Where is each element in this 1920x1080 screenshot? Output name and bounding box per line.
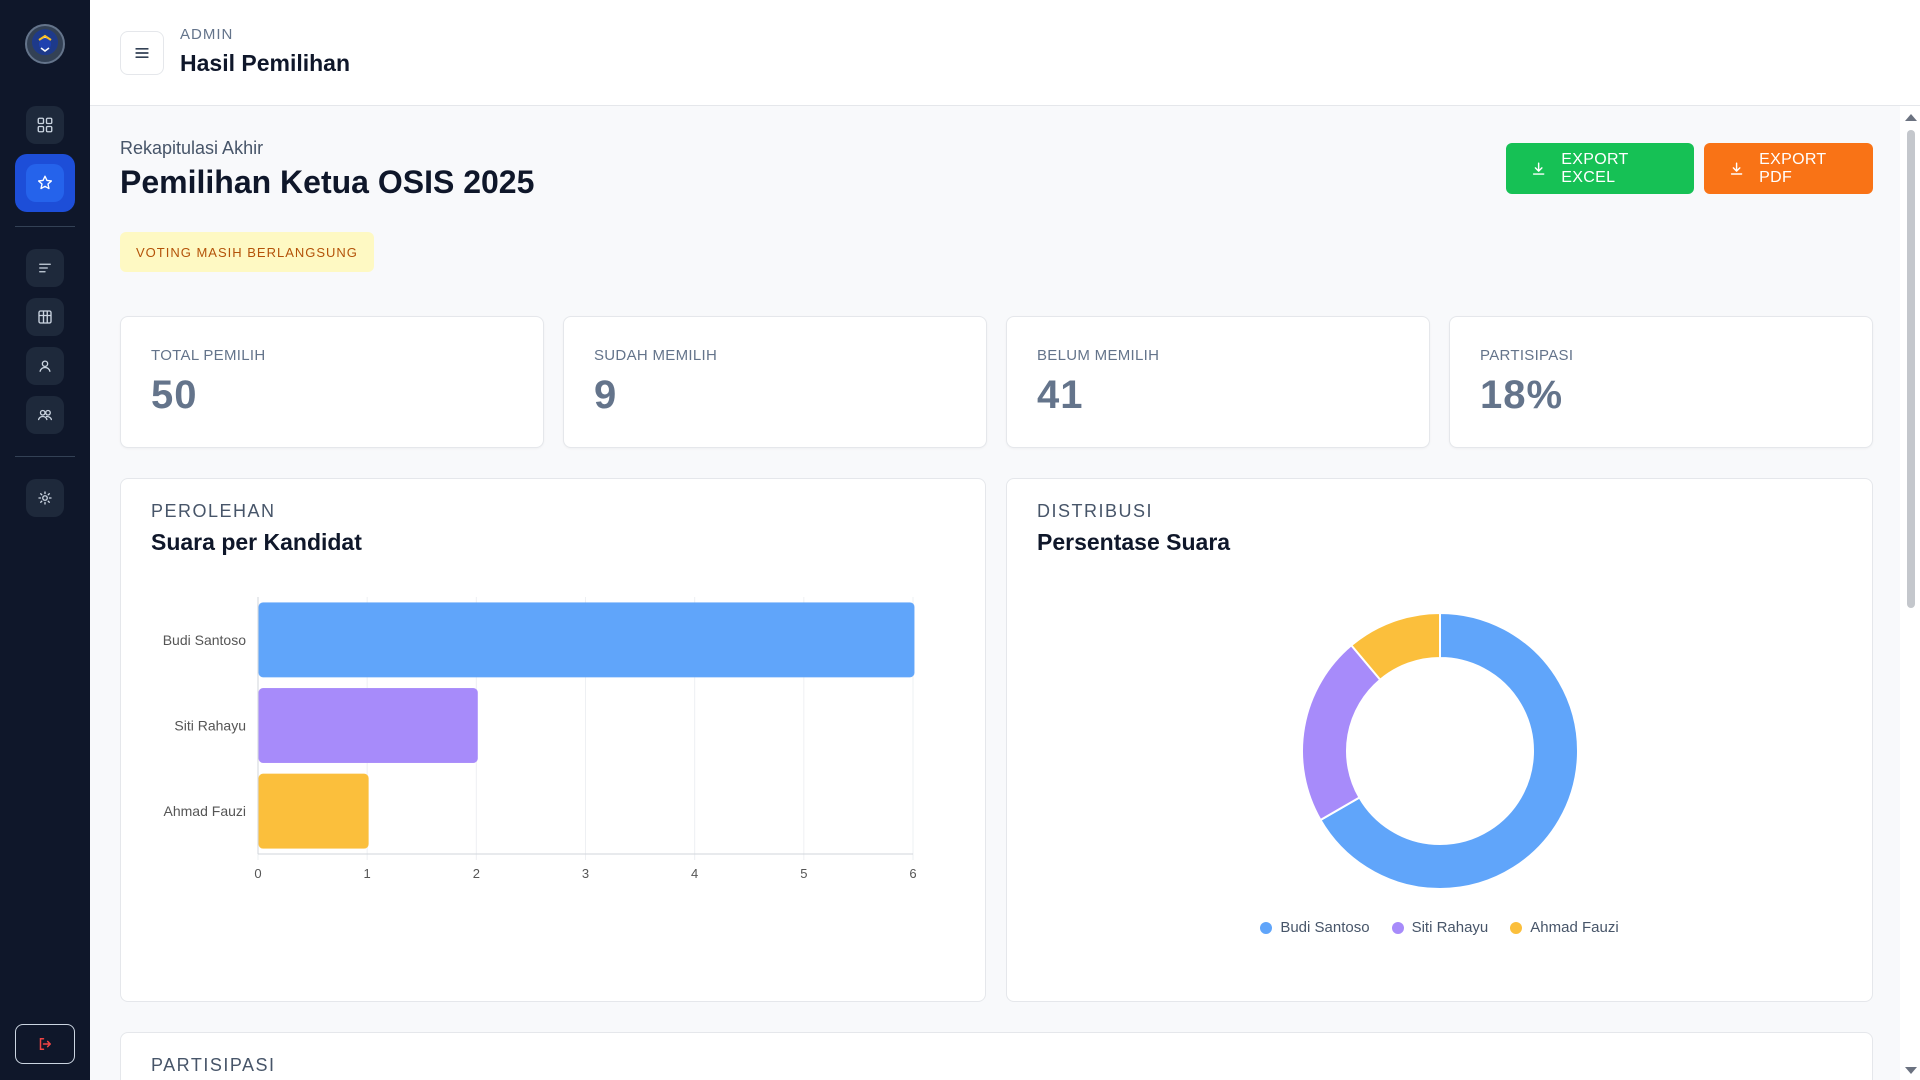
- nav-users-button[interactable]: [26, 396, 64, 434]
- stat-value: 18%: [1480, 373, 1564, 417]
- x-tick-label: 2: [473, 866, 480, 881]
- logo[interactable]: [25, 24, 65, 64]
- user-icon: [39, 360, 51, 372]
- sidebar-divider: [15, 226, 75, 227]
- x-tick-label: 6: [909, 866, 916, 881]
- nav-settings-button[interactable]: [26, 479, 64, 517]
- bar-chart-panel: PEROLEHAN Suara per Kandidat 0 1 2 3 4 5 6 Budi…: [120, 478, 986, 1002]
- nav-results-button[interactable]: [15, 154, 75, 212]
- nav-list-button[interactable]: [26, 249, 64, 287]
- legend-label: Budi Santoso: [1280, 919, 1370, 936]
- export-pdf-label: EXPORT PDF: [1759, 150, 1827, 186]
- pie-slice[interactable]: [1349, 611, 1441, 682]
- donut-chart: [1301, 611, 1579, 890]
- legend-item[interactable]: Ahmad Fauzi: [1510, 919, 1619, 936]
- legend-label: Siti Rahayu: [1411, 919, 1489, 936]
- stat-label: PARTISIPASI: [1480, 347, 1574, 364]
- stat-label: TOTAL PEMILIH: [151, 347, 266, 364]
- panel-title: Persentase Suara: [1037, 529, 1231, 555]
- stat-card-voted: SUDAH MEMILIH 9: [563, 316, 987, 448]
- nav-user-button[interactable]: [26, 347, 64, 385]
- bar-chart: 0 1 2 3 4 5 6 Budi Santoso Siti Rahayu Ahmad Fauz…: [163, 597, 917, 881]
- legend-item[interactable]: Budi Santoso: [1260, 919, 1370, 936]
- pie-slice[interactable]: [1319, 611, 1579, 890]
- header-title: Hasil Pemilihan: [180, 50, 351, 76]
- panel-kicker: PARTISIPASI: [151, 1055, 276, 1075]
- menu-toggle-button[interactable]: [120, 31, 164, 75]
- chart-legend: Budi Santoso Siti Rahayu Ahmad Fauzi: [1007, 919, 1872, 936]
- panel-kicker: PEROLEHAN: [151, 501, 276, 521]
- nav-dashboard-button[interactable]: [26, 106, 64, 144]
- legend-swatch: [1510, 921, 1523, 934]
- legend-item[interactable]: Siti Rahayu: [1391, 919, 1489, 936]
- hamburger-icon: [135, 48, 149, 59]
- x-tick-label: 5: [800, 866, 807, 881]
- page-title: Pemilihan Ketua OSIS 2025: [120, 164, 535, 200]
- page-kicker: Rekapitulasi Akhir: [120, 138, 264, 158]
- logout-icon: [39, 1038, 51, 1050]
- table-icon: [38, 310, 52, 324]
- header-section-label: ADMIN: [180, 26, 234, 43]
- gear-icon: [38, 491, 52, 505]
- y-tick-label: Ahmad Fauzi: [164, 803, 246, 819]
- panel-kicker: DISTRIBUSI: [1037, 501, 1154, 521]
- legend-swatch: [1260, 921, 1273, 934]
- export-excel-button[interactable]: EXPORT EXCEL: [1506, 143, 1694, 194]
- pie-slice[interactable]: [1301, 643, 1382, 822]
- bar[interactable]: [258, 688, 478, 763]
- nav-results-inner: [26, 164, 64, 202]
- status-badge: VOTING MASIH BERLANGSUNG: [120, 232, 374, 272]
- stat-card-total: TOTAL PEMILIH 50: [120, 316, 544, 448]
- scroll-thumb[interactable]: [1907, 130, 1915, 608]
- x-tick-label: 1: [364, 866, 371, 881]
- x-tick-label: 3: [582, 866, 589, 881]
- y-tick-label: Budi Santoso: [163, 632, 246, 648]
- list-icon: [39, 263, 51, 273]
- stat-label: BELUM MEMILIH: [1037, 347, 1160, 364]
- main-content: Rekapitulasi Akhir Pemilihan Ketua OSIS …: [90, 106, 1900, 1080]
- grid-icon: [37, 117, 53, 133]
- scroll-up-arrow-icon[interactable]: [1905, 114, 1917, 121]
- panel-title: Suara per Kandidat: [151, 529, 362, 555]
- export-pdf-button[interactable]: EXPORT PDF: [1704, 143, 1873, 194]
- export-excel-label: EXPORT EXCEL: [1561, 150, 1629, 186]
- download-icon: [1532, 162, 1545, 175]
- logout-button[interactable]: [15, 1024, 75, 1064]
- stat-value: 9: [594, 373, 618, 417]
- legend-swatch: [1391, 921, 1404, 934]
- legend-label: Ahmad Fauzi: [1530, 919, 1619, 936]
- bar[interactable]: [258, 773, 369, 849]
- users-icon: [37, 409, 53, 421]
- stat-card-not-voted: BELUM MEMILIH 41: [1006, 316, 1430, 448]
- y-tick-label: Siti Rahayu: [174, 718, 246, 734]
- scrollbar[interactable]: [1900, 106, 1920, 1080]
- x-tick-label: 0: [254, 866, 261, 881]
- sidebar-divider: [15, 456, 75, 457]
- donut-chart-panel: DISTRIBUSI Persentase Suara Budi Santoso…: [1006, 478, 1873, 1002]
- x-tick-label: 4: [691, 866, 698, 881]
- stat-label: SUDAH MEMILIH: [594, 347, 718, 364]
- sidebar: [0, 0, 90, 1080]
- participation-panel: PARTISIPASI: [120, 1032, 1873, 1080]
- star-icon: [37, 175, 53, 190]
- stat-card-participation: PARTISIPASI 18%: [1449, 316, 1873, 448]
- nav-table-button[interactable]: [26, 298, 64, 336]
- top-header: ADMIN Hasil Pemilihan: [90, 0, 1920, 106]
- download-icon: [1730, 162, 1743, 175]
- stat-value: 50: [151, 373, 198, 417]
- stat-value: 41: [1037, 373, 1084, 417]
- logo-emblem-icon: [38, 34, 52, 52]
- scroll-down-arrow-icon[interactable]: [1905, 1067, 1917, 1074]
- bar[interactable]: [258, 602, 915, 678]
